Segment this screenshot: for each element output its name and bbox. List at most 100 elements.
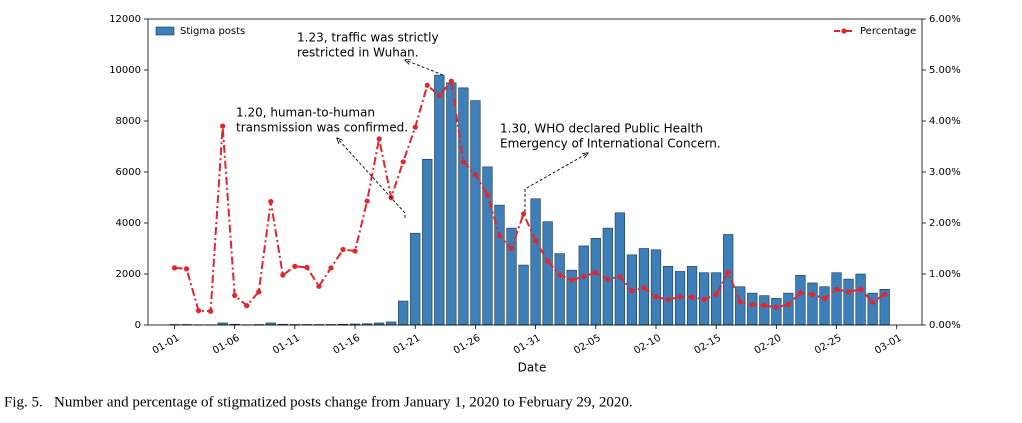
line-marker bbox=[617, 273, 623, 280]
bar bbox=[386, 321, 397, 326]
x-tick-label: 01-16 bbox=[331, 333, 362, 357]
line-marker bbox=[220, 123, 226, 129]
line-marker bbox=[725, 269, 731, 276]
bar bbox=[759, 295, 770, 326]
bar bbox=[783, 292, 794, 326]
y2-tick-label: 1.00% bbox=[929, 269, 961, 280]
bar bbox=[662, 266, 674, 326]
y2-tick-label: 6.00% bbox=[929, 14, 961, 25]
line-marker bbox=[195, 308, 202, 314]
legend: Stigma posts Percentage bbox=[155, 26, 916, 37]
bar bbox=[723, 234, 734, 326]
line-marker bbox=[809, 291, 816, 297]
y-tick-label: 0 bbox=[135, 320, 141, 331]
bar bbox=[458, 87, 469, 326]
line-marker bbox=[653, 294, 659, 300]
bar bbox=[807, 282, 818, 326]
line-marker bbox=[376, 136, 382, 142]
bar bbox=[422, 158, 433, 326]
x-tick-label: 01-26 bbox=[452, 333, 483, 357]
bar bbox=[855, 273, 866, 326]
bar bbox=[542, 221, 553, 326]
bar bbox=[843, 278, 854, 326]
line-marker bbox=[858, 286, 864, 292]
annotation: 1.23, traffic was strictly bbox=[297, 31, 439, 45]
bar bbox=[506, 227, 517, 326]
line-marker bbox=[412, 124, 418, 130]
legend-swatch bbox=[155, 26, 175, 36]
x-tick-label: 02-20 bbox=[753, 333, 784, 357]
x-tick-label: 01-11 bbox=[271, 333, 302, 357]
plot-area: 0 2000 4000 6000 8000 10000 12000 0.00% 1.00% 2.0… bbox=[109, 14, 961, 357]
legend-label: Stigma posts bbox=[180, 26, 245, 37]
line-marker bbox=[749, 302, 755, 308]
bar bbox=[554, 253, 565, 326]
bar bbox=[446, 82, 457, 326]
bar bbox=[747, 292, 758, 326]
line-marker bbox=[520, 211, 527, 217]
line-marker bbox=[689, 294, 695, 300]
y2-tick-label: 0.00% bbox=[929, 320, 961, 331]
line-marker bbox=[328, 265, 334, 271]
line-marker bbox=[833, 286, 840, 292]
caption: Fig. 5. Number and percentage of stigmat… bbox=[4, 394, 633, 410]
annotation-arrows bbox=[337, 60, 588, 218]
legend-swatch-marker bbox=[841, 28, 847, 34]
line-marker bbox=[256, 289, 262, 295]
x-tick-label: 02-05 bbox=[572, 333, 603, 357]
x-tick-label: 02-15 bbox=[692, 333, 723, 357]
bar bbox=[795, 274, 806, 326]
arrow bbox=[405, 60, 444, 76]
bar bbox=[398, 300, 409, 326]
bar bbox=[614, 212, 625, 326]
bar bbox=[434, 74, 445, 326]
line-marker bbox=[545, 258, 551, 264]
y2-tick-label: 4.00% bbox=[929, 116, 961, 127]
y-tick-label: 6000 bbox=[116, 167, 141, 178]
arrow bbox=[337, 138, 406, 218]
line-marker bbox=[340, 246, 346, 253]
line-marker bbox=[557, 272, 563, 278]
line-marker bbox=[629, 288, 635, 294]
annotation: Emergency of International Concern. bbox=[500, 137, 721, 151]
y-tick-label: 10000 bbox=[109, 65, 141, 76]
line-marker bbox=[677, 294, 683, 300]
y-tick-label: 2000 bbox=[116, 269, 141, 280]
line-marker bbox=[569, 277, 575, 283]
y-tick-label: 12000 bbox=[109, 14, 141, 25]
line-marker bbox=[737, 299, 743, 305]
line-marker bbox=[171, 265, 178, 271]
annotation: restricted in Wuhan. bbox=[297, 46, 419, 60]
line-marker bbox=[484, 192, 491, 198]
line-marker bbox=[232, 292, 238, 299]
line-marker bbox=[581, 273, 587, 280]
x-tick-label: 02-10 bbox=[632, 333, 663, 357]
line-marker bbox=[304, 264, 310, 270]
bar bbox=[831, 272, 842, 326]
arrow bbox=[524, 153, 588, 212]
bar bbox=[590, 238, 601, 326]
line-marker bbox=[508, 245, 515, 252]
line-marker bbox=[496, 233, 503, 239]
x-tick-label: 01-21 bbox=[392, 333, 423, 357]
line-marker bbox=[352, 248, 358, 254]
line-marker bbox=[761, 303, 767, 309]
x-tick-label: 01-06 bbox=[211, 333, 242, 357]
y-tick-label: 4000 bbox=[116, 218, 141, 229]
line-marker bbox=[701, 296, 707, 303]
line-marker bbox=[785, 302, 791, 308]
bar bbox=[711, 272, 722, 326]
x-tick-label: 01-31 bbox=[512, 333, 543, 357]
annotation: transmission was confirmed. bbox=[236, 121, 408, 135]
bar bbox=[771, 297, 782, 326]
line-marker bbox=[183, 266, 190, 272]
bar bbox=[518, 264, 529, 326]
x-tick-label: 02-25 bbox=[813, 333, 844, 357]
line-marker bbox=[870, 299, 876, 305]
bar bbox=[735, 286, 746, 326]
bar bbox=[578, 245, 589, 326]
line-marker bbox=[400, 159, 406, 165]
line-marker bbox=[448, 78, 454, 84]
line-marker bbox=[268, 198, 274, 205]
